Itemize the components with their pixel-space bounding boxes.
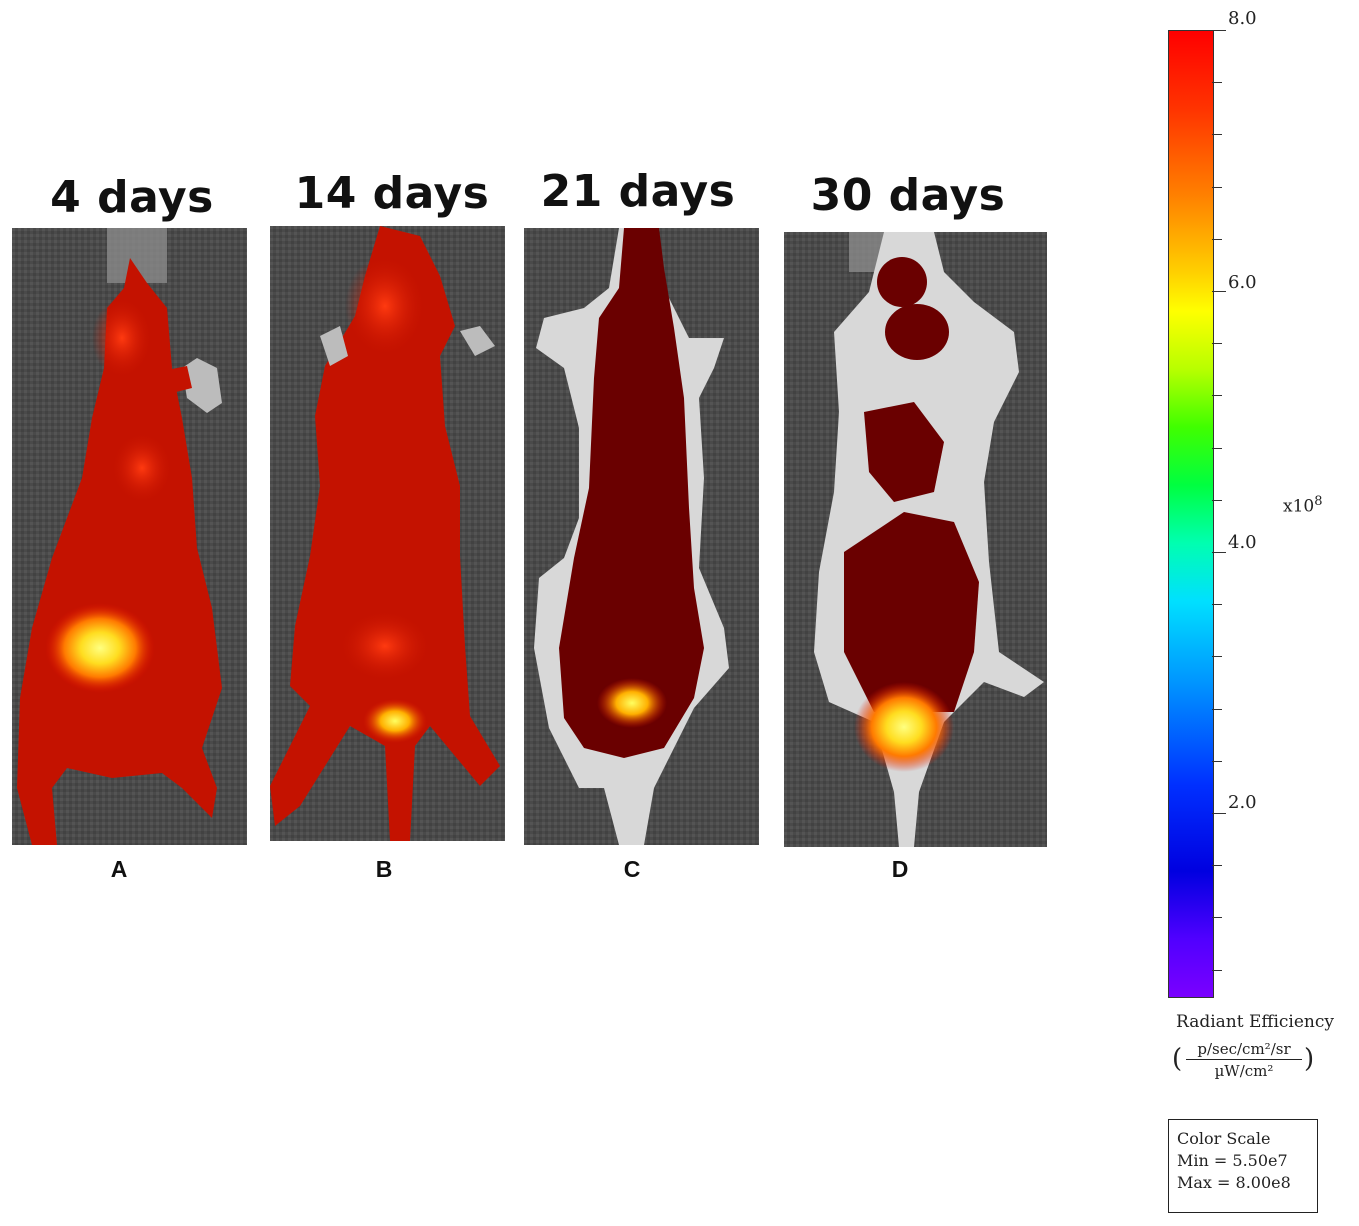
units-denominator: µW/cm² xyxy=(1214,1062,1274,1080)
color-bar-tick xyxy=(1212,499,1222,501)
color-bar-tick xyxy=(1212,447,1222,449)
color-bar-tick xyxy=(1212,708,1222,710)
color-bar-tick xyxy=(1212,186,1222,188)
color-bar-tick xyxy=(1212,865,1222,867)
panel-a-title: 4 days xyxy=(50,172,214,223)
color-bar-tick xyxy=(1212,604,1222,606)
color-bar-multiplier: x108 xyxy=(1283,494,1323,517)
tick-label-2: 2.0 xyxy=(1228,792,1257,813)
color-bar-tick xyxy=(1212,238,1222,240)
color-bar-tick xyxy=(1212,343,1222,345)
color-bar-tick xyxy=(1212,969,1222,971)
panel-d-image xyxy=(784,232,1047,847)
panel-a-image xyxy=(12,228,247,845)
panel-b-image xyxy=(270,226,505,841)
panel-a-label: A xyxy=(110,856,128,882)
color-scale-title: Color Scale xyxy=(1177,1129,1271,1148)
color-bar-tick xyxy=(1212,395,1222,397)
color-bar-tick xyxy=(1212,82,1222,84)
color-bar-tick xyxy=(1212,656,1222,658)
color-scale-max: Max = 8.00e8 xyxy=(1177,1173,1291,1192)
color-scale-box: Color Scale Min = 5.50e7 Max = 8.00e8 xyxy=(1168,1119,1318,1213)
tick-label-6: 6.0 xyxy=(1228,272,1257,293)
panel-b-label: B xyxy=(375,856,393,882)
color-bar-tick xyxy=(1212,760,1222,762)
color-bar-title: Radiant Efficiency xyxy=(1176,1012,1334,1032)
panel-d-label: D xyxy=(891,856,909,882)
color-bar-tick xyxy=(1212,30,1226,31)
color-bar xyxy=(1168,30,1214,998)
panel-c-image xyxy=(524,228,759,845)
color-bar-tick xyxy=(1212,134,1222,136)
color-bar-tick xyxy=(1212,291,1226,292)
color-scale-min: Min = 5.50e7 xyxy=(1177,1151,1288,1170)
panel-c-label: C xyxy=(623,856,641,882)
panel-d-title: 30 days xyxy=(810,170,1006,221)
panel-b-title: 14 days xyxy=(294,168,490,219)
tick-label-8: 8.0 xyxy=(1228,8,1257,29)
tick-label-4: 4.0 xyxy=(1228,532,1257,553)
panel-c-title: 21 days xyxy=(540,166,736,217)
color-bar-tick xyxy=(1212,813,1226,814)
color-bar-tick xyxy=(1212,917,1222,919)
units-numerator: p/sec/cm²/sr xyxy=(1186,1040,1302,1060)
color-bar-tick xyxy=(1212,552,1226,553)
